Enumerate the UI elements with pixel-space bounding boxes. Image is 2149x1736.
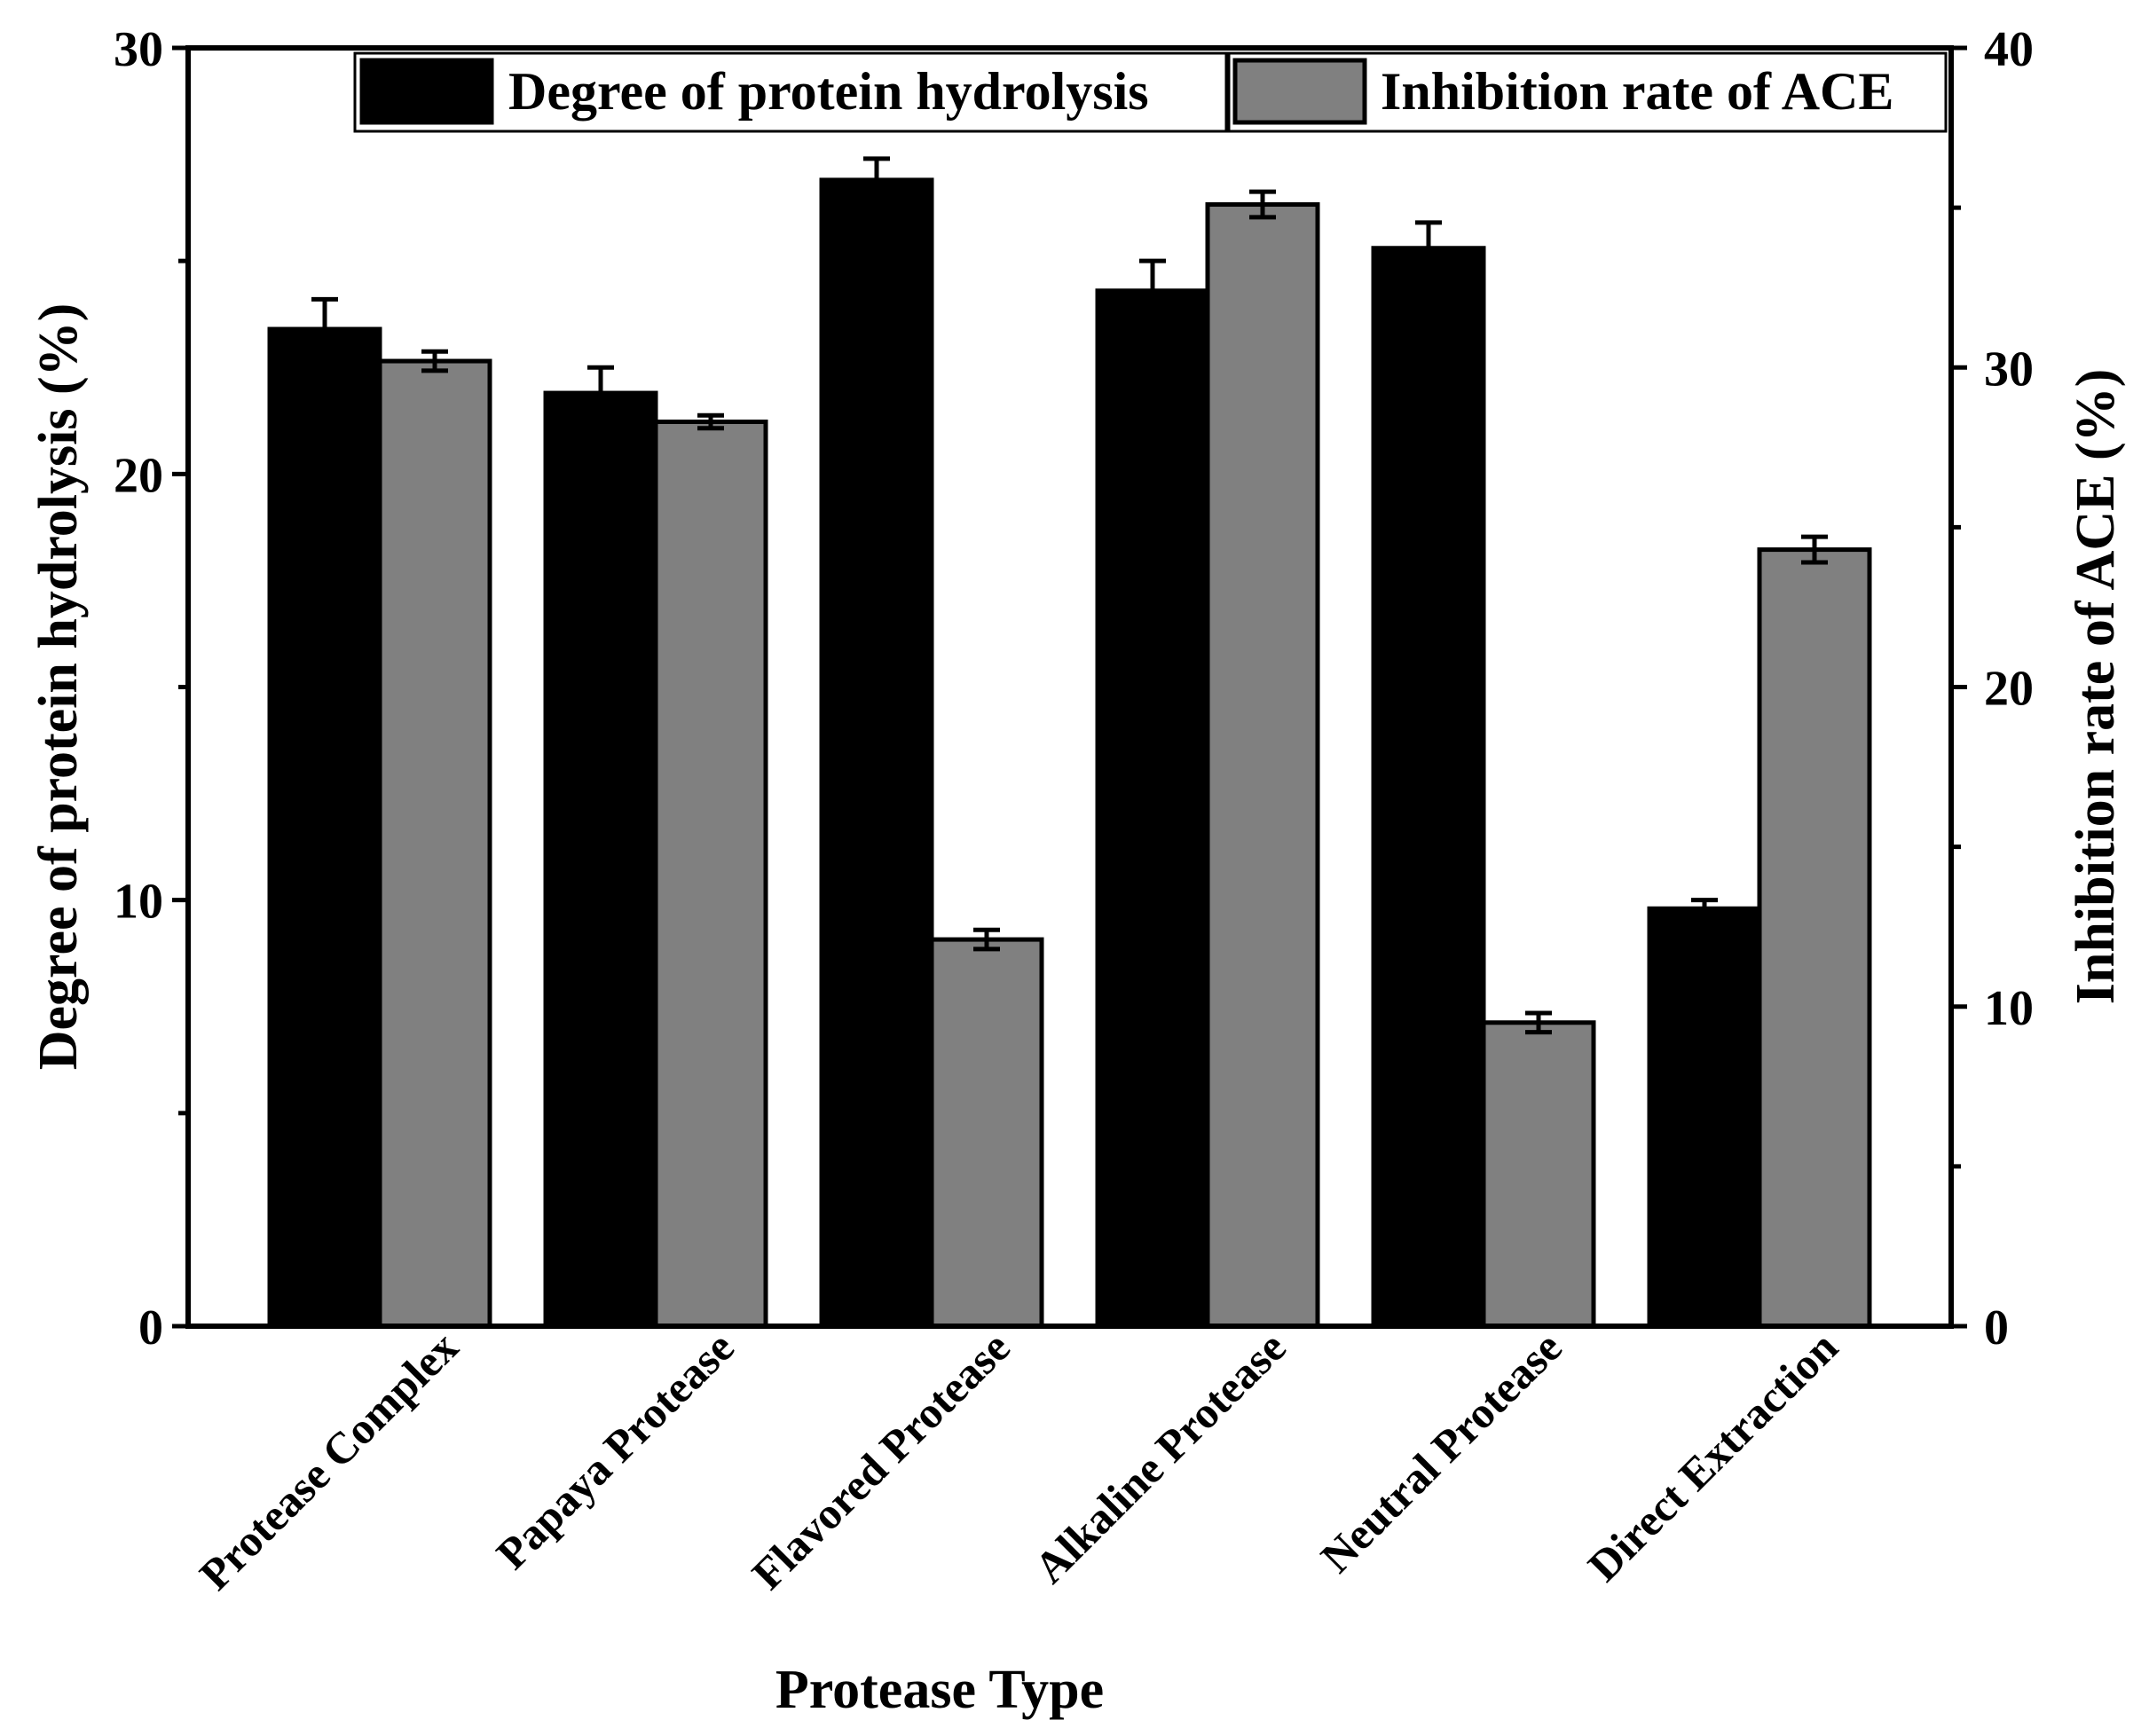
y-right-tick-label-20: 20 <box>1984 662 2034 717</box>
bar-ace-4 <box>1481 1020 1596 1329</box>
bar-ace-0 <box>377 358 492 1329</box>
x-tick-label-4: Neutral Protease <box>1311 1322 1571 1582</box>
legend: Degree of protein hydrolysis Inhibition … <box>353 51 1948 133</box>
y-left-tick-label-30: 30 <box>114 22 163 77</box>
y-left-tick-label-0: 0 <box>138 1300 163 1355</box>
y-left-tick-label-10: 10 <box>114 875 163 930</box>
error-bar-hydrolysis-4 <box>1415 220 1442 248</box>
bar-ace-2 <box>929 937 1044 1329</box>
y-right-tick-label-0: 0 <box>1984 1300 2009 1355</box>
bars-layer <box>267 177 1872 1329</box>
x-tick-label-2: Flavored Protease <box>743 1322 1019 1599</box>
bar-hydrolysis-5 <box>1647 906 1762 1329</box>
y-axis-left-label: Degree of protein hydrolysis (%) <box>28 303 89 1071</box>
bar-ace-1 <box>653 419 768 1329</box>
y-right-tick-label-30: 30 <box>1984 342 2034 397</box>
bar-ace-3 <box>1205 202 1320 1329</box>
x-tick-label-1: Papaya Protease <box>486 1322 743 1578</box>
error-bar-ace-1 <box>697 412 724 431</box>
bar-hydrolysis-1 <box>543 390 658 1329</box>
error-bar-hydrolysis-3 <box>1139 258 1166 291</box>
legend-swatch-ace <box>1232 58 1367 125</box>
error-bar-ace-0 <box>421 349 448 373</box>
bar-hydrolysis-2 <box>819 177 934 1329</box>
x-tick-label-5: Direct Extraction <box>1578 1322 1847 1591</box>
error-bars-layer <box>311 156 1828 1035</box>
error-bar-hydrolysis-2 <box>863 156 890 180</box>
error-bar-hydrolysis-0 <box>311 296 338 330</box>
x-axis-label: Protease Type <box>775 1660 1104 1720</box>
legend-label-hydrolysis: Degree of protein hydrolysis <box>508 62 1149 121</box>
legend-label-ace: Inhibition rate of ACE <box>1381 62 1893 121</box>
y-axis-right-label: Inhibition rate of ACE (%) <box>2066 369 2126 1004</box>
error-bar-ace-4 <box>1525 1010 1552 1035</box>
legend-box-ace <box>1227 51 1948 133</box>
y-right-tick-label-40: 40 <box>1984 22 2034 77</box>
error-bar-ace-5 <box>1801 534 1828 565</box>
bar-hydrolysis-4 <box>1371 246 1486 1329</box>
bar-ace-5 <box>1757 547 1872 1329</box>
error-bar-ace-3 <box>1249 189 1276 220</box>
legend-swatch-hydrolysis <box>359 58 494 125</box>
x-tick-label-3: Alkaline Protease <box>1025 1322 1295 1592</box>
legend-box-hydrolysis <box>353 51 1228 133</box>
error-bar-hydrolysis-5 <box>1691 898 1718 909</box>
y-left-tick-label-20: 20 <box>114 448 163 503</box>
bar-hydrolysis-3 <box>1095 288 1210 1329</box>
x-tick-label-0: Protease Complex <box>190 1322 468 1599</box>
error-bar-hydrolysis-1 <box>587 365 614 394</box>
bar-hydrolysis-0 <box>267 326 382 1329</box>
error-bar-ace-2 <box>973 927 1000 952</box>
y-right-tick-label-10: 10 <box>1984 981 2034 1036</box>
